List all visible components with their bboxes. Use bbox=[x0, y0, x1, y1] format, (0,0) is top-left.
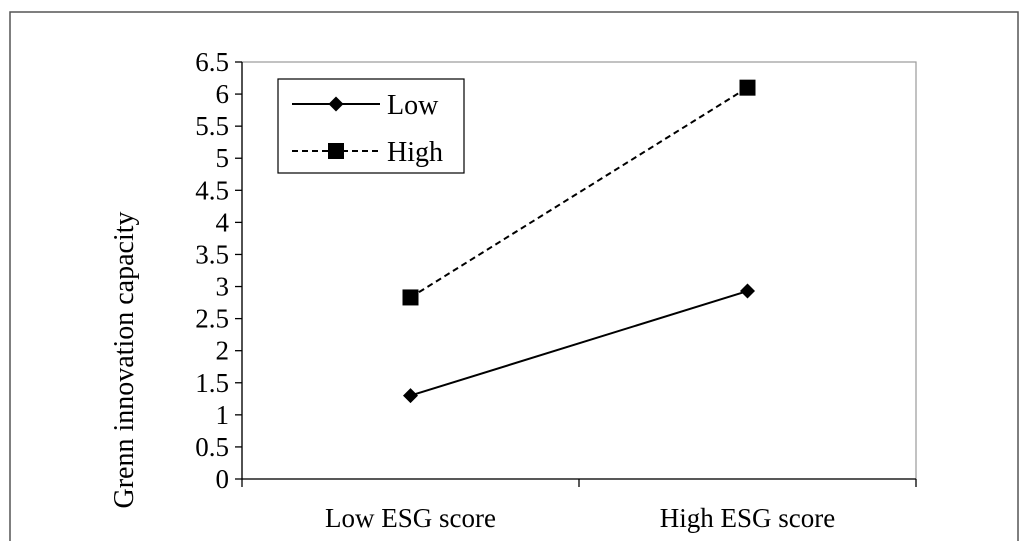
y-axis: 00.511.522.533.544.555.566.5 bbox=[195, 47, 243, 494]
legend-label: High bbox=[387, 137, 443, 168]
y-tick-label: 2 bbox=[216, 336, 230, 366]
series-high bbox=[402, 79, 756, 306]
y-tick-label: 4 bbox=[216, 207, 230, 237]
legend-entry: High bbox=[292, 137, 443, 168]
y-tick-label: 1.5 bbox=[195, 368, 229, 398]
series-low bbox=[403, 283, 755, 404]
y-tick-label: 3 bbox=[216, 272, 230, 302]
y-tick-label: 4.5 bbox=[195, 175, 229, 205]
legend-entry: Low bbox=[292, 90, 439, 121]
x-tick-label: High ESG score bbox=[660, 503, 835, 533]
y-tick-label: 2.5 bbox=[195, 304, 229, 334]
y-axis-title: Grenn innovation capacity bbox=[109, 211, 140, 508]
y-tick-label: 1 bbox=[216, 400, 230, 430]
data-point bbox=[403, 388, 418, 404]
x-axis: Low ESG score High ESG score bbox=[241, 478, 917, 533]
y-tick-label: 5.5 bbox=[195, 111, 229, 141]
legend-marker bbox=[328, 143, 344, 159]
y-tick-label: 6 bbox=[216, 79, 230, 109]
y-tick-label: 5 bbox=[216, 143, 230, 173]
series-line bbox=[409, 86, 749, 299]
series-layer bbox=[402, 79, 756, 404]
data-point bbox=[739, 79, 756, 96]
y-tick-label: 6.5 bbox=[195, 47, 229, 77]
series-line bbox=[410, 290, 748, 397]
y-tick-label: 0 bbox=[216, 464, 230, 494]
data-point bbox=[402, 289, 419, 306]
data-point bbox=[740, 283, 755, 299]
legend-box bbox=[277, 78, 465, 174]
y-tick-label: 0.5 bbox=[195, 432, 229, 462]
legend-marker bbox=[328, 96, 344, 112]
figure-frame bbox=[9, 11, 1019, 541]
legend-label: Low bbox=[387, 90, 439, 121]
legend: Low High bbox=[277, 78, 465, 174]
y-tick-label: 3.5 bbox=[195, 239, 229, 269]
x-tick-label: Low ESG score bbox=[325, 503, 496, 533]
